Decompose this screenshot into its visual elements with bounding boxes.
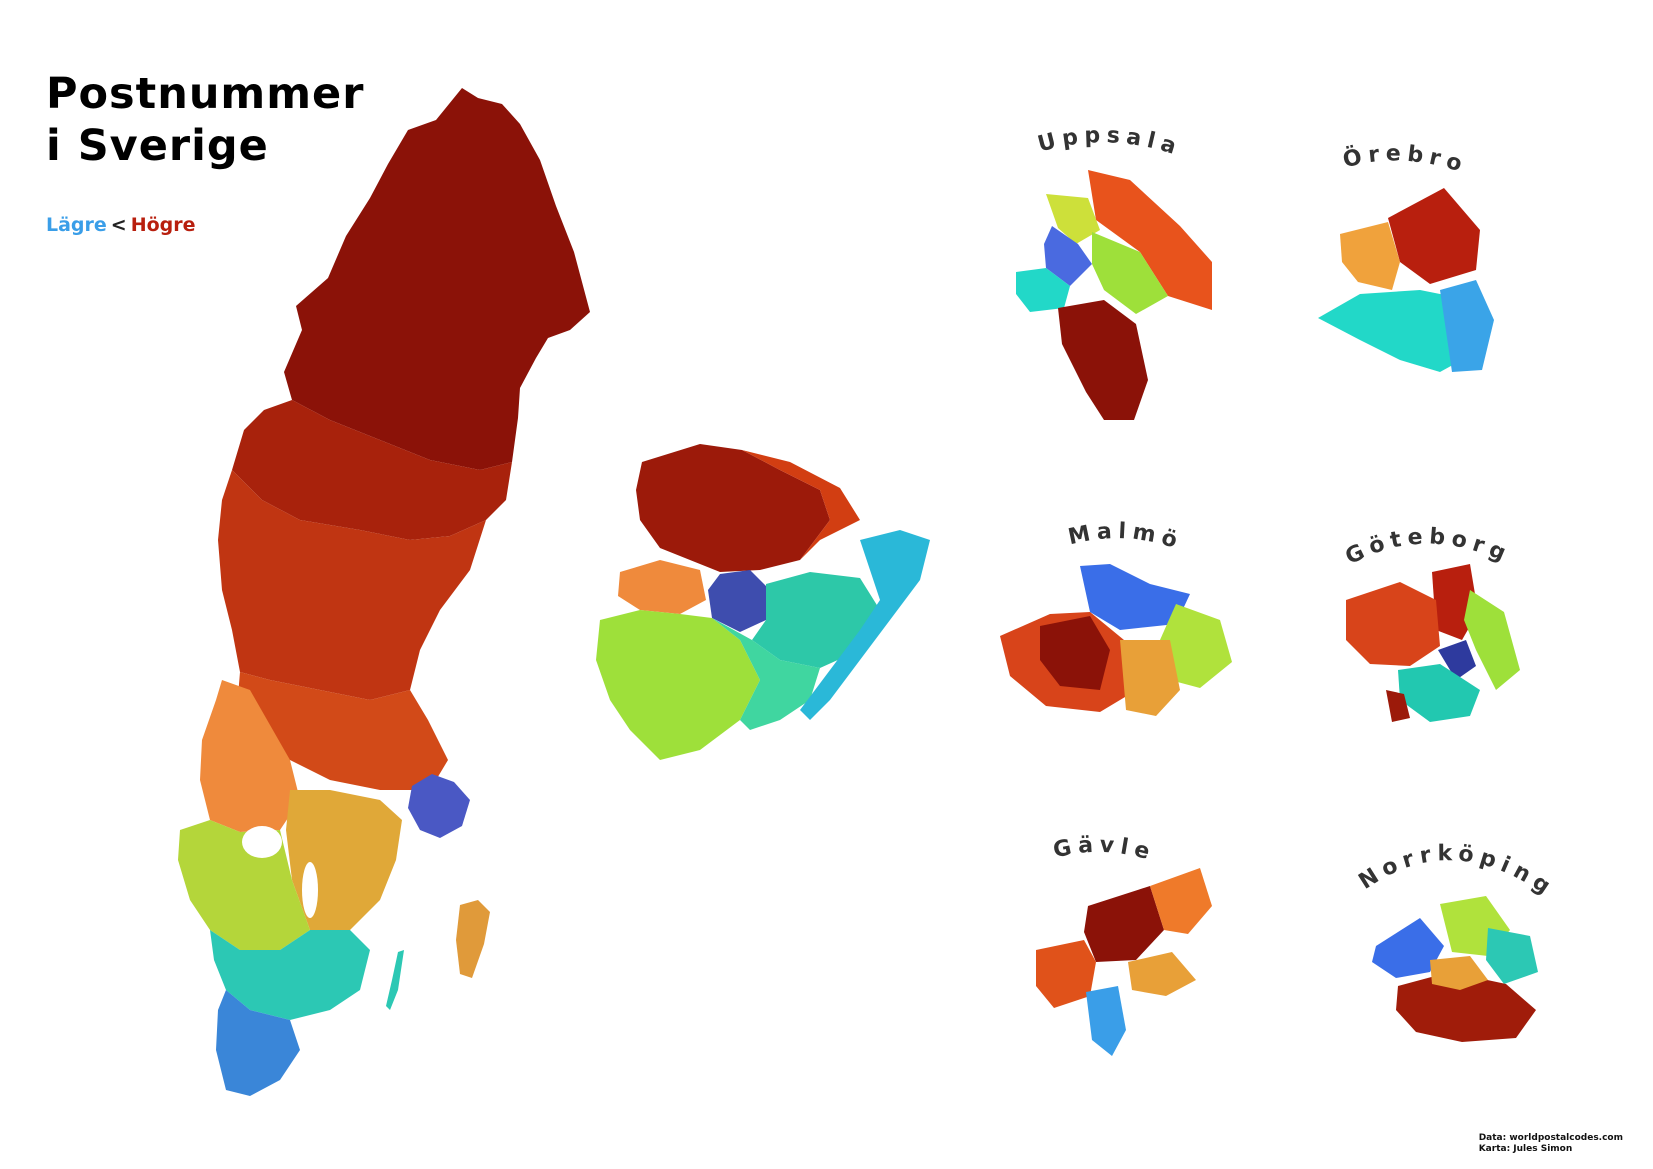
credit-data: Data: worldpostalcodes.com [1478,1133,1623,1143]
orebro-west [1340,222,1400,290]
goteborg-south [1398,664,1480,722]
uppsala-northwest [1046,194,1100,244]
gavle-northeast [1150,868,1212,934]
city-label-uppsala: Uppsala [1035,123,1185,161]
city-label-malmo: Malmö [1066,519,1186,555]
sthlm-south [712,618,820,730]
stockholm-map [596,444,930,760]
region-north [284,88,590,470]
norrkoping-east [1486,928,1538,984]
sthlm-east [752,572,880,668]
norrkoping-west [1372,918,1444,978]
lake-vattern [302,862,318,918]
uppsala-west [1044,226,1092,286]
goteborg-northeast [1464,590,1520,690]
credits: Data: worldpostalcodes.com Karta: Jules … [1479,1133,1623,1155]
gavle-north [1084,886,1164,962]
malmo-north [1080,564,1190,630]
goteborg-southwest [1386,690,1410,722]
goteborg-center [1438,640,1476,680]
orebro-southeast [1440,280,1494,372]
gavle-east [1128,952,1196,996]
gavle-west [1036,940,1096,1008]
legend-separator: < [110,214,127,236]
uppsala-south [1058,300,1148,420]
inset-malmo [1000,564,1232,716]
city-label-goteborg: Göteborg [1342,524,1515,570]
legend-high-label: Högre [130,214,196,236]
sthlm-west-orange [618,560,706,614]
inset-uppsala [1016,170,1212,420]
city-label-norrkoping: Norrköping [1355,841,1560,902]
region-skane [216,990,300,1096]
legend-low-label: Lägre [46,214,107,236]
orebro-south [1318,290,1480,372]
color-legend: Lägre < Högre [46,214,196,236]
uppsala-southwest [1016,268,1070,312]
sthlm-north [636,444,830,572]
region-stockholm [408,774,470,838]
sthlm-center [708,570,770,632]
credit-map: Karta: Jules Simon [1478,1144,1573,1154]
malmo-east [1160,604,1232,688]
orebro-north [1388,188,1480,284]
region-south [210,930,370,1020]
inset-orebro [1318,188,1494,372]
island-gotland [456,900,490,978]
sthlm-northeast [742,450,860,560]
inset-goteborg [1346,564,1520,722]
sthlm-southwest [596,610,760,760]
sweden-map [178,88,590,1096]
island-oland [386,950,404,1010]
norrkoping-center [1430,956,1488,990]
goteborg-west [1346,582,1440,666]
region-east-central [286,790,402,930]
sthlm-archipelago [800,530,930,720]
region-middle [218,470,486,700]
norrkoping-south [1396,972,1536,1042]
region-west-central [200,680,300,832]
title-line-1: Postnummer [46,69,365,119]
lake-vanern [242,826,282,858]
city-label-gavle: Gävle [1051,833,1158,867]
region-north-middle [232,400,512,540]
gavle-south [1086,986,1126,1056]
inset-norrkoping [1372,896,1538,1042]
title-line-2: i Sverige [46,121,269,171]
page-title: Postnummer i Sverige [46,68,364,172]
malmo-south [1120,640,1180,716]
inset-gavle [1036,868,1212,1056]
city-label-orebro: Örebro [1340,141,1470,178]
uppsala-east [1088,170,1212,310]
uppsala-center [1092,232,1168,314]
malmo-center [1040,616,1110,690]
region-lower-middle [236,672,448,790]
